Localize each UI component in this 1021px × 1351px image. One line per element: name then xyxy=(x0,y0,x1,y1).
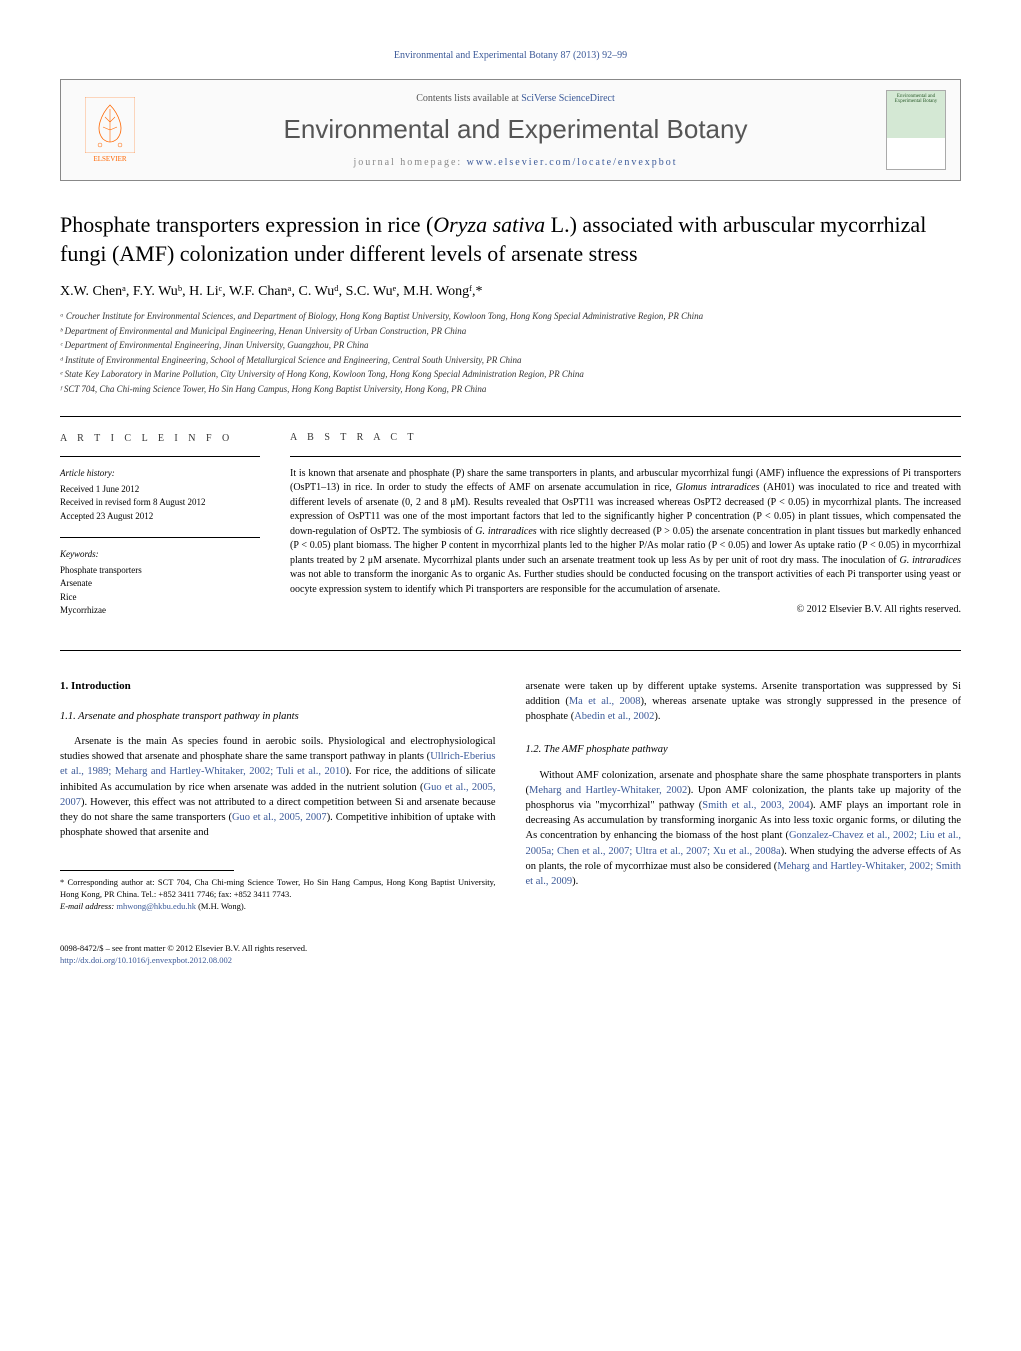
affiliation: ᵃ Croucher Institute for Environmental S… xyxy=(60,310,961,324)
history-line: Received in revised form 8 August 2012 xyxy=(60,496,260,510)
cover-caption: Environmental and Experimental Botany xyxy=(890,94,942,104)
elsevier-label: ELSEVIER xyxy=(93,155,126,163)
affiliation: ᶠ SCT 704, Cha Chi-ming Science Tower, H… xyxy=(60,383,961,397)
corr-text: * Corresponding author at: SCT 704, Cha … xyxy=(60,877,496,901)
history-heading: Article history: xyxy=(60,467,260,481)
subsection-heading: 1.1. Arsenate and phosphate transport pa… xyxy=(60,709,496,724)
contents-prefix: Contents lists available at xyxy=(416,93,521,104)
citation[interactable]: Meharg and Hartley-Whitaker, 2002; Smith… xyxy=(526,861,962,887)
affiliations: ᵃ Croucher Institute for Environmental S… xyxy=(60,310,961,396)
affiliation: ᵈ Institute of Environmental Engineering… xyxy=(60,354,961,368)
citation[interactable]: Ullrich-Eberius et al., 1989; Meharg and… xyxy=(60,751,496,777)
paragraph: Arsenate is the main As species found in… xyxy=(60,734,496,841)
contents-line: Contents lists available at SciVerse Sci… xyxy=(145,93,886,104)
running-head-text[interactable]: Environmental and Experimental Botany 87… xyxy=(394,50,627,61)
column-left: 1. Introduction 1.1. Arsenate and phosph… xyxy=(60,679,496,913)
column-right: arsenate were taken up by different upta… xyxy=(526,679,962,913)
sciencedirect-link[interactable]: SciVerse ScienceDirect xyxy=(521,93,615,104)
email-suffix: (M.H. Wong). xyxy=(196,901,246,911)
keyword: Phosphate transporters xyxy=(60,564,260,578)
citation[interactable]: Guo et al., 2005, 2007 xyxy=(60,782,495,808)
article-history: Article history: Received 1 June 2012 Re… xyxy=(60,467,260,523)
abstract-text: It is known that arsenate and phosphate … xyxy=(290,467,961,598)
email-link[interactable]: mhwong@hkbu.edu.hk xyxy=(116,901,196,911)
homepage-link[interactable]: www.elsevier.com/locate/envexpbot xyxy=(467,157,678,168)
authors-line: X.W. Chenᵃ, F.Y. Wuᵇ, H. Liᶜ, W.F. Chanᵃ… xyxy=(60,284,961,300)
doi-link[interactable]: http://dx.doi.org/10.1016/j.envexpbot.20… xyxy=(60,955,232,965)
abstract-label: a b s t r a c t xyxy=(290,431,961,446)
page-footer: 0098-8472/$ – see front matter © 2012 El… xyxy=(60,943,961,967)
elsevier-logo: ELSEVIER xyxy=(75,90,145,170)
info-divider xyxy=(290,456,961,457)
front-matter-line: 0098-8472/$ – see front matter © 2012 El… xyxy=(60,943,961,955)
keyword: Arsenate xyxy=(60,577,260,591)
running-head: Environmental and Experimental Botany 87… xyxy=(60,50,961,61)
subsection-heading: 1.2. The AMF phosphate pathway xyxy=(526,742,962,757)
journal-name: Environmental and Experimental Botany xyxy=(145,114,886,145)
keyword: Rice xyxy=(60,591,260,605)
copyright: © 2012 Elsevier B.V. All rights reserved… xyxy=(290,603,961,618)
email-label: E-mail address: xyxy=(60,901,116,911)
citation[interactable]: Abedin et al., 2002 xyxy=(574,711,654,722)
divider xyxy=(60,416,961,417)
info-abstract-row: a r t i c l e i n f o Article history: R… xyxy=(60,431,961,632)
info-divider xyxy=(60,456,260,457)
article-info-label: a r t i c l e i n f o xyxy=(60,431,260,446)
section-heading: 1. Introduction xyxy=(60,679,496,695)
affiliation: ᵉ State Key Laboratory in Marine Polluti… xyxy=(60,368,961,382)
affiliation: ᵇ Department of Environmental and Munici… xyxy=(60,325,961,339)
info-divider xyxy=(60,537,260,538)
divider xyxy=(60,650,961,651)
citation[interactable]: Smith et al., 2003, 2004 xyxy=(702,800,809,811)
journal-header-box: ELSEVIER Contents lists available at Sci… xyxy=(60,79,961,181)
page: Environmental and Experimental Botany 87… xyxy=(0,0,1021,1007)
citation[interactable]: Meharg and Hartley-Whitaker, 2002 xyxy=(529,785,687,796)
history-line: Accepted 23 August 2012 xyxy=(60,510,260,524)
article-title: Phosphate transporters expression in ric… xyxy=(60,211,961,268)
title-pre: Phosphate transporters expression in ric… xyxy=(60,212,433,237)
affiliation: ᶜ Department of Environmental Engineerin… xyxy=(60,339,961,353)
keywords-heading: Keywords: xyxy=(60,548,260,562)
header-center: Contents lists available at SciVerse Sci… xyxy=(145,93,886,168)
title-species: Oryza sativa xyxy=(433,212,545,237)
corresponding-author-footnote: * Corresponding author at: SCT 704, Cha … xyxy=(60,877,496,913)
keyword: Mycorrhizae xyxy=(60,604,260,618)
homepage-prefix: journal homepage: xyxy=(353,157,466,168)
paragraph: Without AMF colonization, arsenate and p… xyxy=(526,768,962,890)
body-columns: 1. Introduction 1.1. Arsenate and phosph… xyxy=(60,679,961,913)
journal-cover-thumbnail: Environmental and Experimental Botany xyxy=(886,90,946,170)
elsevier-tree-icon xyxy=(85,97,135,153)
article-info: a r t i c l e i n f o Article history: R… xyxy=(60,431,260,632)
email-line: E-mail address: mhwong@hkbu.edu.hk (M.H.… xyxy=(60,901,496,913)
paragraph: arsenate were taken up by different upta… xyxy=(526,679,962,725)
footnote-divider xyxy=(60,870,234,871)
history-line: Received 1 June 2012 xyxy=(60,483,260,497)
citation[interactable]: Ma et al., 2008 xyxy=(569,696,641,707)
abstract: a b s t r a c t It is known that arsenat… xyxy=(290,431,961,632)
citation[interactable]: Guo et al., 2005, 2007 xyxy=(232,812,327,823)
journal-homepage: journal homepage: www.elsevier.com/locat… xyxy=(145,157,886,168)
keywords: Keywords: Phosphate transporters Arsenat… xyxy=(60,548,260,618)
citation[interactable]: Gonzalez-Chavez et al., 2002; Liu et al.… xyxy=(526,830,962,856)
